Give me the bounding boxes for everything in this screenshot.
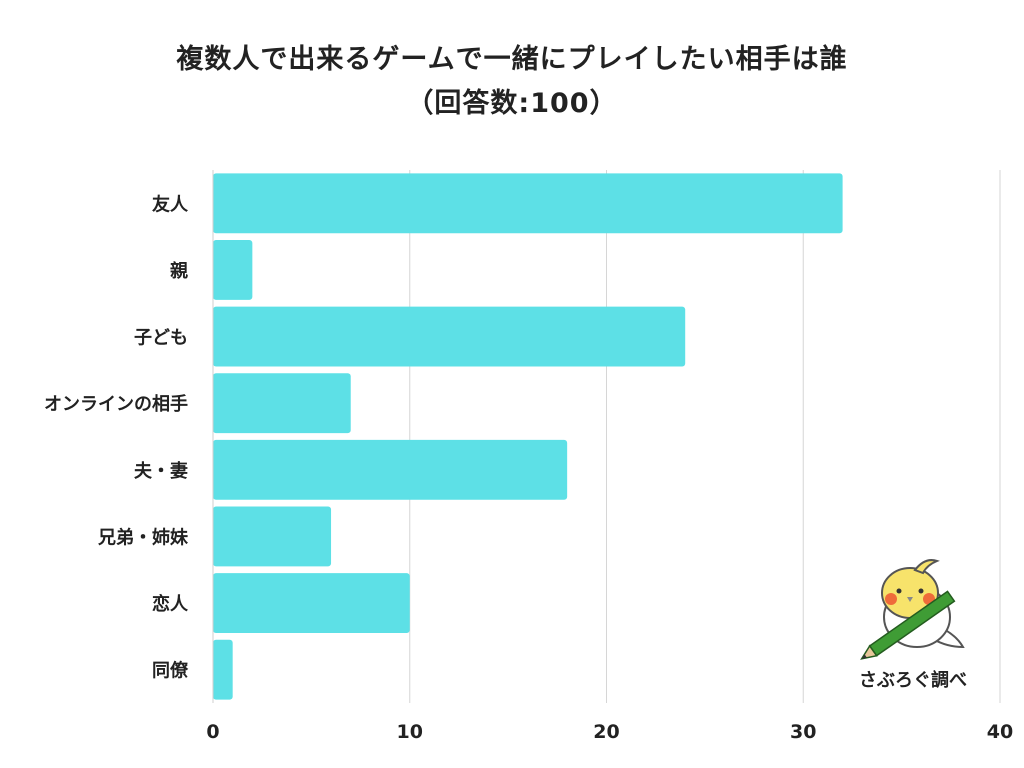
credit-label: さぶろぐ調べ bbox=[859, 670, 967, 691]
chart-title: 複数人で出来るゲームで一緒にプレイしたい相手は誰 （回答数:100） bbox=[0, 38, 1024, 126]
mascot-bird-icon bbox=[855, 555, 965, 669]
x-tick-label: 40 bbox=[987, 721, 1013, 743]
category-label: 子ども bbox=[134, 328, 188, 349]
bar bbox=[213, 373, 351, 434]
category-label: 友人 bbox=[152, 193, 189, 215]
x-tick-label: 10 bbox=[397, 721, 423, 743]
x-tick-label: 20 bbox=[593, 721, 619, 743]
chart-title-line2: （回答数:100） bbox=[406, 88, 618, 119]
bar bbox=[213, 573, 410, 634]
category-label: 親 bbox=[170, 260, 188, 282]
category-label: 兄弟・姉妹 bbox=[97, 526, 189, 548]
bar bbox=[213, 173, 843, 234]
category-label: オンラインの相手 bbox=[44, 393, 188, 415]
bar bbox=[213, 239, 253, 300]
x-tick-label: 30 bbox=[790, 721, 816, 743]
bar bbox=[213, 639, 233, 700]
category-label: 恋人 bbox=[152, 593, 189, 615]
category-label: 夫・妻 bbox=[134, 460, 188, 482]
bar bbox=[213, 439, 568, 500]
category-label: 同僚 bbox=[152, 660, 189, 682]
bar bbox=[213, 306, 686, 367]
x-tick-label: 0 bbox=[206, 721, 219, 743]
bar bbox=[213, 506, 332, 567]
chart-title-line1: 複数人で出来るゲームで一緒にプレイしたい相手は誰 bbox=[176, 44, 848, 75]
